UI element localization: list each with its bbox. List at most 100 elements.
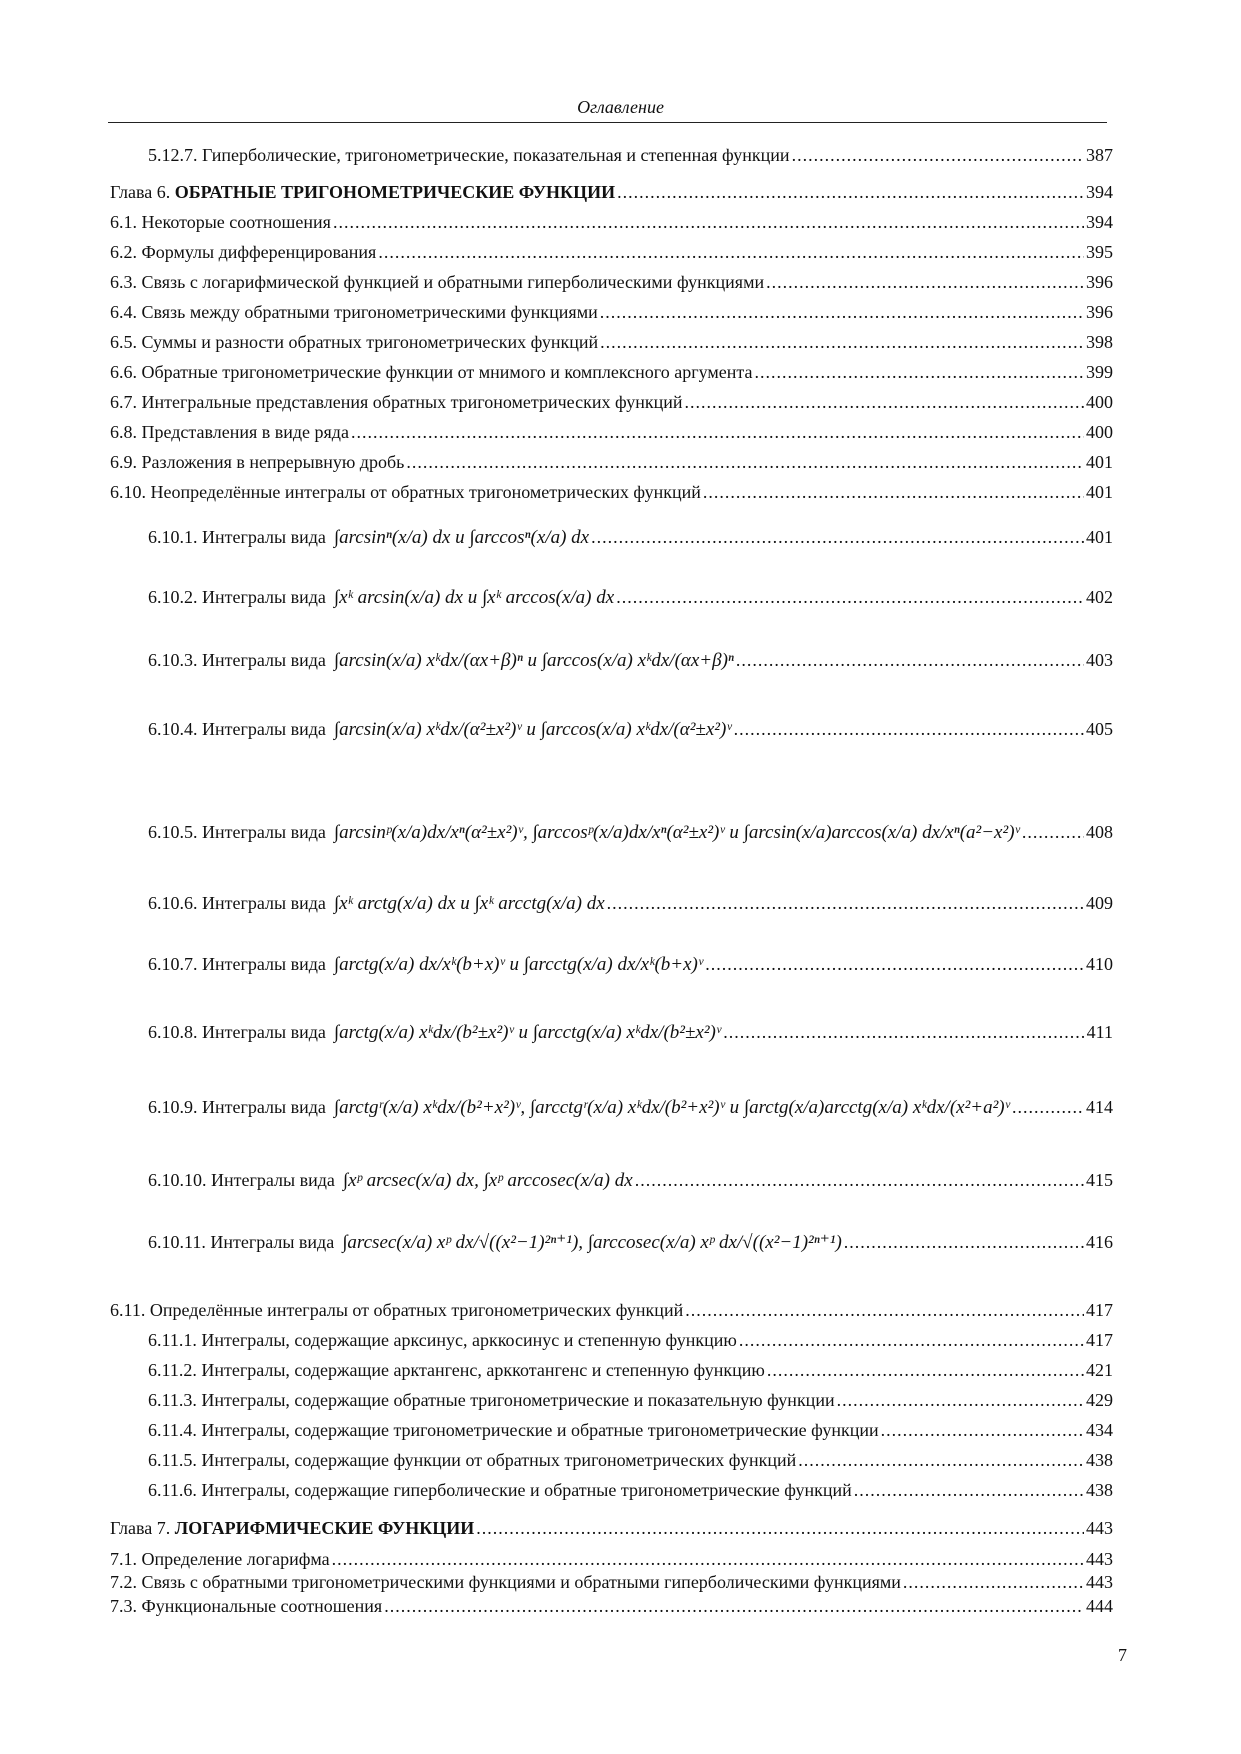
toc-entry[interactable]: 7.2. Связь с обратными тригонометрически… [110,1571,1113,1593]
dot-leader [600,301,1084,323]
dot-leader [854,1479,1084,1501]
section-title: 6.1. Некоторые соотношения [110,212,331,232]
section-title: 6.10.10. Интегралы вида [148,1170,335,1190]
section-title: 6.11.5. Интегралы, содержащие функции от… [148,1450,797,1470]
toc-entry[interactable]: 6.10.5. Интегралы вида ∫arcsinᵖ(x/a)dx/xⁿ… [148,821,1113,844]
toc-entry[interactable]: 6.10.9. Интегралы вида ∫arctgʳ(x/a) xᵏdx/… [148,1096,1113,1119]
integral-formula: ∫arcsinⁿ(x/a) dx и ∫arccosⁿ(x/a) dx [333,527,590,548]
section-title: 6.10.9. Интегралы вида [148,1097,326,1117]
toc-entry[interactable]: 6.3. Связь с логарифмической функцией и … [110,271,1113,293]
section-title: 6.10.5. Интегралы вида [148,822,326,842]
dot-leader [600,331,1084,353]
toc-entry-label: 6.2. Формулы дифференцирования [110,241,376,263]
toc-entry[interactable]: 6.10.7. Интегралы вида ∫arctg(x/a) dx/xᵏ(… [148,953,1113,976]
integral-formula: ∫arcsinᵖ(x/a)dx/xⁿ(α²±x²)ᵛ, ∫arccosᵖ(x/a… [333,822,1020,843]
integral-formula: ∫arcsec(x/a) xᵖ dx/√((x²−1)²ⁿ⁺¹), ∫arcco… [342,1232,842,1253]
dot-leader [798,1449,1084,1471]
toc-entry[interactable]: Глава 7. ЛОГАРИФМИЧЕСКИЕ ФУНКЦИИ 443 [110,1517,1113,1539]
section-title: 6.3. Связь с логарифмической функцией и … [110,272,765,292]
dot-leader [617,181,1084,203]
toc-entry-label: 6.10.4. Интегралы вида [148,718,326,740]
toc-page-number: 396 [1086,272,1113,292]
toc-page-number: 438 [1086,1480,1113,1500]
toc-entry[interactable]: 6.8. Представления в виде ряда 400 [110,421,1113,443]
integral-formula: ∫arctgʳ(x/a) xᵏdx/(b²+x²)ᵛ, ∫arcctgʳ(x/a… [333,1097,1010,1118]
toc-entry[interactable]: 6.10.6. Интегралы вида ∫xᵏ arctg(x/a) dx … [148,892,1113,915]
toc-entry-label: 6.9. Разложения в непрерывную дробь [110,451,404,473]
toc-entry[interactable]: 6.7. Интегральные представления обратных… [110,391,1113,413]
toc-page-number: 400 [1086,392,1113,412]
toc-page-number: 401 [1086,527,1113,547]
section-title: 6.10.3. Интегралы вида [148,650,326,670]
toc-entry[interactable]: 6.2. Формулы дифференцирования 395 [110,241,1113,263]
toc-entry[interactable]: 7.3. Функциональные соотношения 444 [110,1595,1113,1617]
toc-entry-label: 7.1. Определение логарифма [110,1548,330,1570]
toc-page-number: 403 [1086,650,1113,670]
toc-entry-label: 6.10.9. Интегралы вида [148,1096,326,1118]
dot-leader [723,1021,1084,1043]
section-title: 6.5. Суммы и разности обратных тригономе… [110,332,599,352]
integral-formula: ∫arcsin(x/a) xᵏdx/(αx+β)ⁿ и ∫arccos(x/a)… [333,650,734,671]
chapter-prefix: Глава 6. [110,182,175,202]
toc-entry-label: 7.2. Связь с обратными тригонометрически… [110,1571,901,1593]
dot-leader [703,481,1084,503]
section-title: 6.11.3. Интегралы, содержащие обратные т… [148,1390,835,1410]
section-title: 6.4. Связь между обратными тригонометрич… [110,302,598,322]
dot-leader [684,391,1084,413]
toc-entry[interactable]: 6.11.3. Интегралы, содержащие обратные т… [148,1389,1113,1411]
dot-leader [333,211,1084,233]
toc-entry[interactable]: Глава 6. ОБРАТНЫЕ ТРИГОНОМЕТРИЧЕСКИЕ ФУН… [110,181,1113,203]
toc-entry[interactable]: 6.11.4. Интегралы, содержащие тригономет… [148,1419,1113,1441]
integral-formula: ∫xᵖ arcsec(x/a) dx, ∫xᵖ arccosec(x/a) dx [342,1170,633,1191]
toc-page-number: 387 [1086,145,1113,165]
chapter-title: ЛОГАРИФМИЧЕСКИЕ ФУНКЦИИ [174,1518,475,1538]
toc-entry[interactable]: 6.10.10. Интегралы вида ∫xᵖ arcsec(x/a) d… [148,1169,1113,1192]
toc-entry[interactable]: 6.4. Связь между обратными тригонометрич… [110,301,1113,323]
toc-entry-label: 6.10.6. Интегралы вида [148,892,326,914]
toc-entry[interactable]: 6.11.5. Интегралы, содержащие функции от… [148,1449,1113,1471]
toc-entry-label: 5.12.7. Гиперболические, тригонометричес… [148,144,790,166]
toc-entry[interactable]: 6.10.11. Интегралы вида ∫arcsec(x/a) xᵖ d… [148,1231,1113,1254]
toc-entry-label: 7.3. Функциональные соотношения [110,1595,382,1617]
toc-entry[interactable]: 6.10.4. Интегралы вида ∫arcsin(x/a) xᵏdx/… [148,718,1113,741]
toc-page-number: 401 [1086,482,1113,502]
dot-leader [792,144,1084,166]
dot-leader [767,1359,1084,1381]
section-title: 5.12.7. Гиперболические, тригонометричес… [148,145,790,165]
toc-page-number: 443 [1086,1572,1113,1592]
toc-entry[interactable]: 6.6. Обратные тригонометрические функции… [110,361,1113,383]
toc-entry[interactable]: 6.10.1. Интегралы вида ∫arcsinⁿ(x/a) dx и… [148,526,1113,549]
toc-entry-label: 6.10.3. Интегралы вида [148,649,326,671]
section-title: 6.10.2. Интегралы вида [148,587,326,607]
toc-entry[interactable]: 6.10.3. Интегралы вида ∫arcsin(x/a) xᵏdx/… [148,649,1113,672]
toc-entry[interactable]: 6.10.8. Интегралы вида ∫arctg(x/a) xᵏdx/(… [148,1021,1113,1044]
toc-entry-label: 6.10.5. Интегралы вида [148,821,326,843]
toc-entry-label: 6.5. Суммы и разности обратных тригономе… [110,331,598,353]
toc-entry[interactable]: 6.9. Разложения в непрерывную дробь 401 [110,451,1113,473]
toc-page-number: 405 [1086,719,1113,739]
section-title: 6.11.1. Интегралы, содержащие арксинус, … [148,1330,737,1350]
section-title: 6.9. Разложения в непрерывную дробь [110,452,405,472]
toc-page-number: 411 [1086,1022,1113,1042]
dot-leader [406,451,1084,473]
toc-page-number: 409 [1086,893,1113,913]
toc-entry-label: 6.11.1. Интегралы, содержащие арксинус, … [148,1329,737,1351]
dot-leader [837,1389,1084,1411]
toc-entry-label: 6.10.8. Интегралы вида [148,1021,326,1043]
toc-entry[interactable]: 6.11.6. Интегралы, содержащие гиперболич… [148,1479,1113,1501]
toc-entry[interactable]: 6.11.2. Интегралы, содержащие арктангенс… [148,1359,1113,1381]
toc-entry[interactable]: 6.5. Суммы и разности обратных тригономе… [110,331,1113,353]
toc-entry[interactable]: 6.10.2. Интегралы вида ∫xᵏ arcsin(x/a) dx… [148,586,1113,609]
toc-entry[interactable]: 6.10. Неопределённые интегралы от обратн… [110,481,1113,503]
toc-entry[interactable]: 5.12.7. Гиперболические, тригонометричес… [148,144,1113,166]
section-title: 6.6. Обратные тригонометрические функции… [110,362,753,382]
dot-leader [476,1517,1084,1539]
toc-page-number: 415 [1086,1170,1113,1190]
toc-entry-label: Глава 7. ЛОГАРИФМИЧЕСКИЕ ФУНКЦИИ [110,1517,474,1539]
toc-entry[interactable]: 6.11. Определённые интегралы от обратных… [110,1299,1113,1321]
toc-entry[interactable]: 7.1. Определение логарифма 443 [110,1548,1113,1570]
toc-page-number: 417 [1086,1330,1113,1350]
toc-entry[interactable]: 6.11.1. Интегралы, содержащие арксинус, … [148,1329,1113,1351]
toc-entry[interactable]: 6.1. Некоторые соотношения 394 [110,211,1113,233]
toc-page-number: 400 [1086,422,1113,442]
